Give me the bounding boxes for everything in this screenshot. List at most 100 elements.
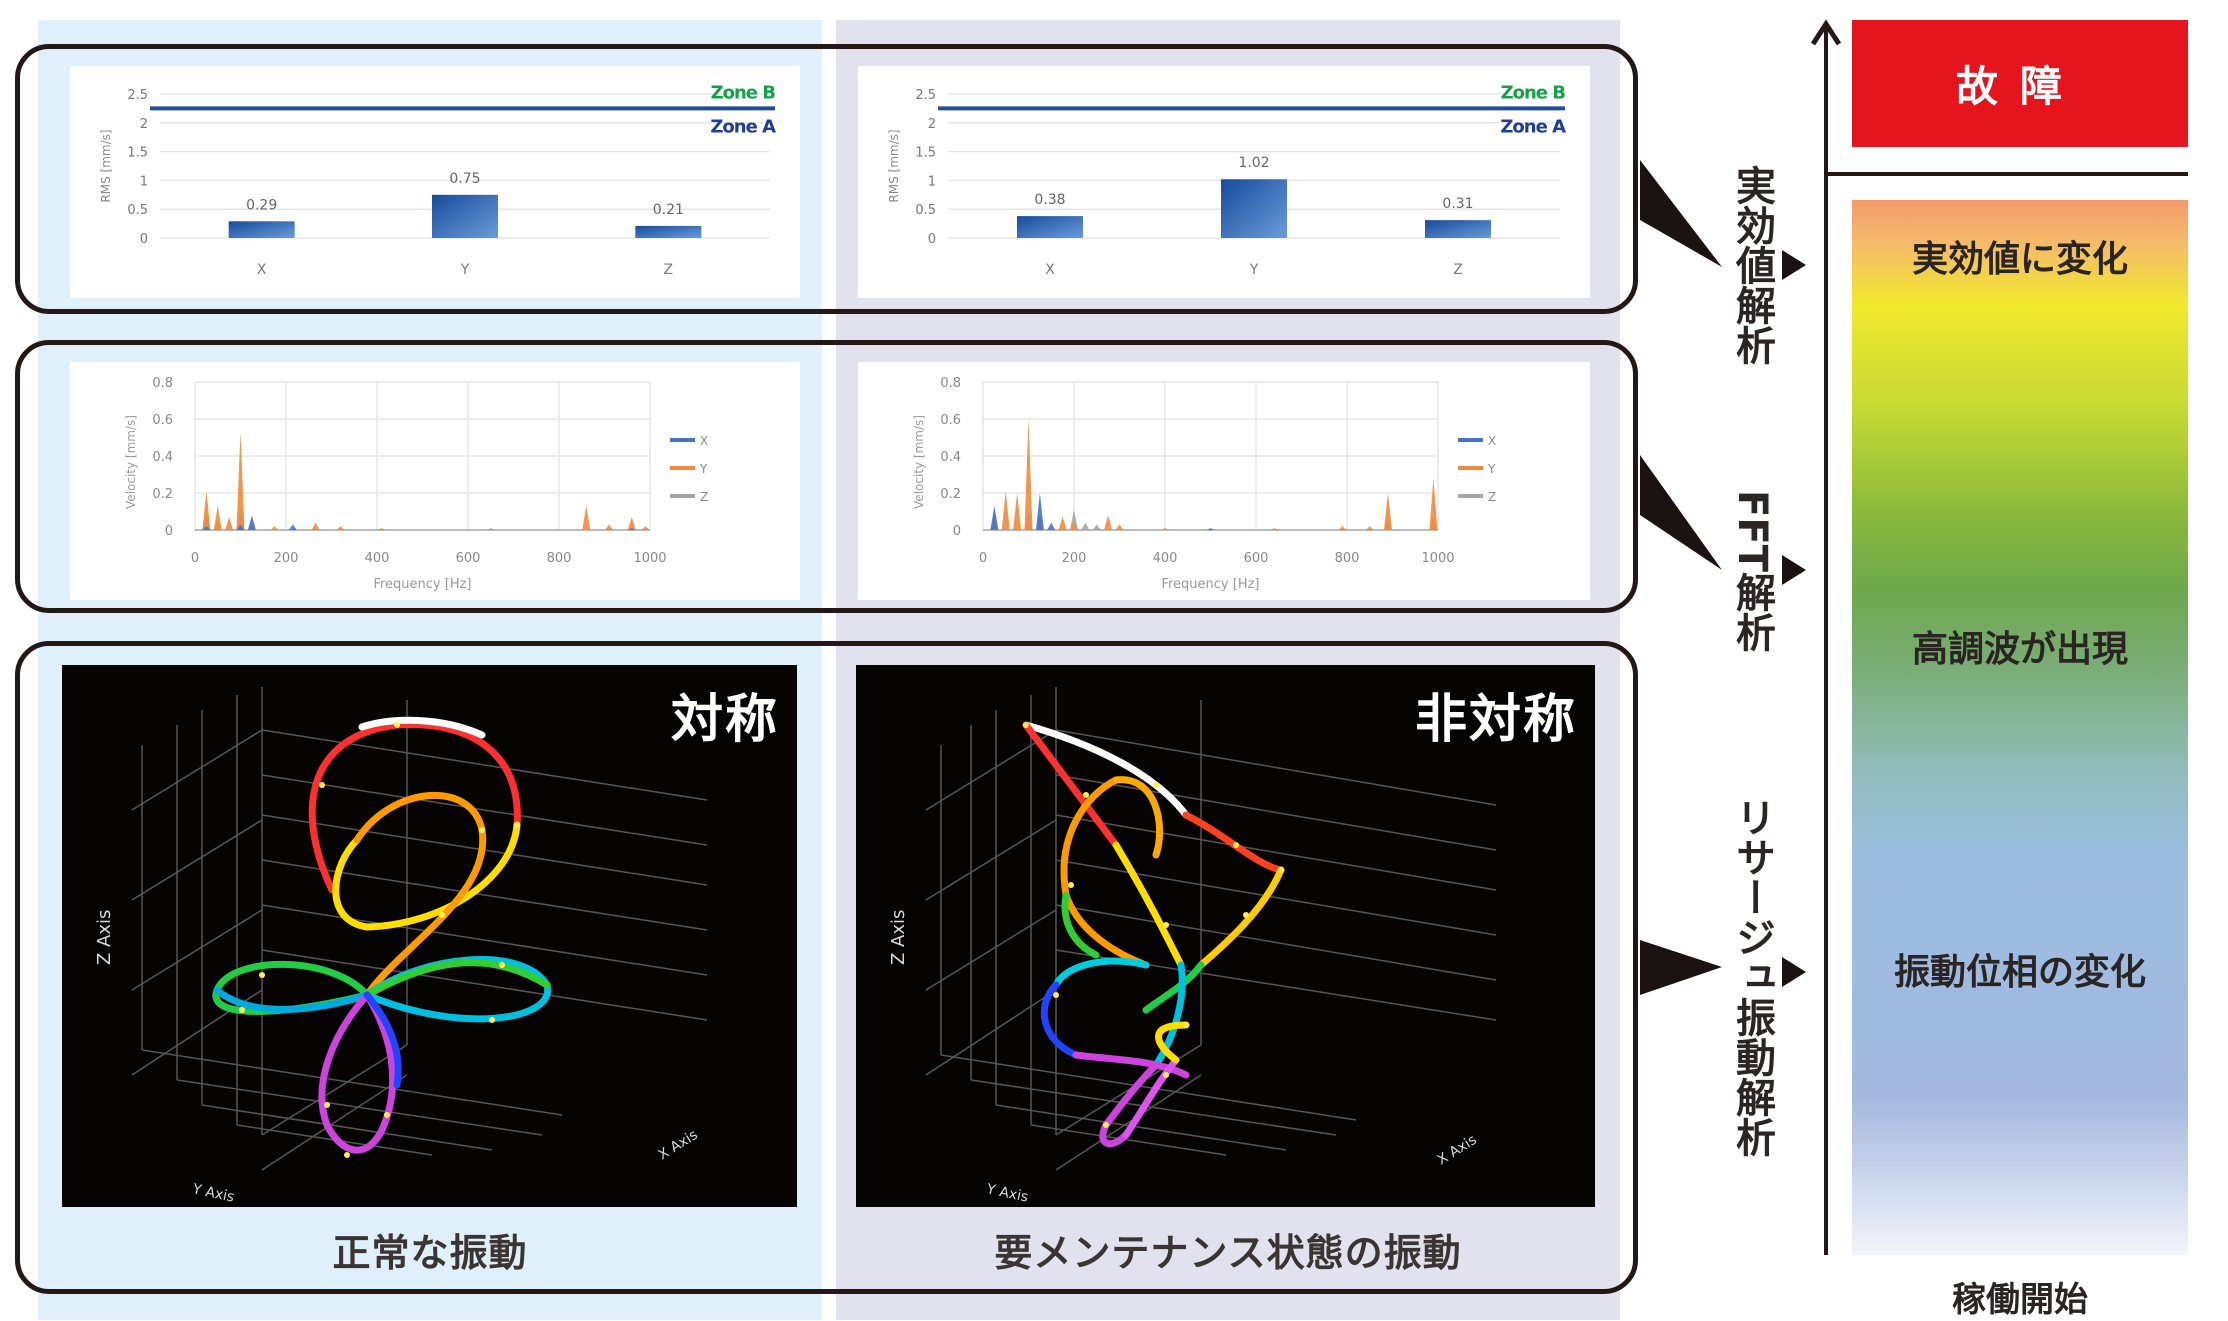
fft-spectrum-chart-normal: 0 0.2 0.4 0.6 0.8 0 200 400 600 800 1000 Frequency … [124, 376, 708, 592]
svg-text:X: X [1045, 262, 1055, 278]
svg-text:Y Axis: Y Axis [190, 1181, 235, 1206]
lissajous-analysis-frame [15, 641, 1638, 1294]
svg-text:X Axis: X Axis [656, 1127, 701, 1163]
svg-text:0.5: 0.5 [915, 203, 936, 218]
svg-text:0.4: 0.4 [152, 450, 173, 465]
svg-text:Z: Z [664, 262, 674, 278]
svg-text:Z: Z [700, 490, 708, 504]
svg-text:Z: Z [1453, 262, 1463, 278]
svg-text:Z Axis: Z Axis [94, 910, 115, 965]
symmetric-label: 対称 [670, 690, 779, 750]
svg-text:Y: Y [460, 262, 470, 278]
asymmetric-label: 非対称 [1414, 690, 1577, 750]
svg-text:Zone A: Zone A [1500, 116, 1566, 137]
svg-text:0.8: 0.8 [940, 376, 961, 391]
svg-text:Z: Z [1488, 490, 1496, 504]
svg-text:X: X [1488, 434, 1496, 448]
svg-text:Y: Y [1487, 462, 1496, 476]
svg-text:0.6: 0.6 [152, 413, 173, 428]
svg-text:Frequency [Hz]: Frequency [Hz] [1161, 577, 1259, 592]
failure-label: 故障 [1955, 62, 2084, 111]
svg-text:Velocity [mm/s]: Velocity [mm/s] [124, 415, 138, 509]
svg-text:Velocity [mm/s]: Velocity [mm/s] [912, 415, 926, 509]
svg-text:0.75: 0.75 [449, 171, 480, 187]
normal-vibration-caption: 正常な振動 [332, 1231, 528, 1275]
svg-text:800: 800 [547, 551, 572, 566]
arrow-right-icon [1782, 957, 1806, 987]
stage-harmonics-appear: 高調波が出現 [1911, 629, 2128, 670]
svg-text:0: 0 [979, 551, 987, 566]
svg-text:Z Axis: Z Axis [888, 910, 909, 965]
svg-text:0: 0 [165, 524, 173, 539]
svg-text:RMS [mm/s]: RMS [mm/s] [99, 129, 113, 202]
svg-text:2: 2 [140, 117, 148, 132]
callout-pointer-fft [1640, 455, 1722, 570]
svg-text:0: 0 [191, 551, 199, 566]
svg-text:2.5: 2.5 [915, 88, 936, 103]
rms-analysis-frame [15, 44, 1638, 314]
svg-text:1000: 1000 [633, 551, 666, 566]
svg-text:0.2: 0.2 [940, 487, 961, 502]
svg-text:RMS [mm/s]: RMS [mm/s] [887, 129, 901, 202]
callout-pointers [1640, 160, 1722, 995]
svg-text:X Axis: X Axis [1435, 1132, 1480, 1168]
method-label-lissajous: リサージュ振動解析 [1729, 797, 1775, 1157]
svg-text:Zone B: Zone B [711, 82, 776, 103]
svg-text:600: 600 [456, 551, 481, 566]
arrow-up-icon [1810, 19, 1842, 46]
svg-text:0.8: 0.8 [152, 376, 173, 391]
callout-pointer-lissajous [1640, 940, 1722, 995]
svg-text:1: 1 [140, 174, 148, 189]
svg-text:Y: Y [699, 462, 708, 476]
rms-bar-chart-maintenance: 0 0.5 1 1.5 2 2.5 RMS [mm/s] Zone B Zone A 0.38 X 1… [887, 82, 1567, 278]
arrow-right-icon [1782, 555, 1806, 585]
operation-start-label: 稼働開始 [1952, 1280, 2088, 1320]
svg-text:Y Axis: Y Axis [984, 1181, 1029, 1206]
svg-text:Zone B: Zone B [1501, 82, 1566, 103]
fft-spectrum-chart-maintenance: 0 0.2 0.4 0.6 0.8 0 200 400 600 800 1000 Frequency … [912, 376, 1496, 592]
lissajous-plot-maintenance: Z Axis Y Axis X Axis 非対称 [856, 665, 1595, 1207]
svg-text:0.38: 0.38 [1034, 192, 1065, 208]
svg-text:200: 200 [274, 551, 299, 566]
maintenance-vibration-caption: 要メンテナンス状態の振動 [994, 1231, 1462, 1275]
lissajous-3d-plot-asymmetric: Z Axis Y Axis X Axis [888, 687, 1497, 1206]
failure-divider [1826, 172, 2188, 176]
time-axis [1810, 19, 1842, 1255]
svg-text:1.5: 1.5 [915, 146, 936, 161]
stage-rms-change: 実効値に変化 [1911, 239, 2128, 280]
svg-text:800: 800 [1335, 551, 1360, 566]
svg-text:1: 1 [928, 174, 936, 189]
svg-text:0: 0 [928, 232, 936, 247]
svg-text:2: 2 [928, 117, 936, 132]
fft-chart-maintenance: 0 0.2 0.4 0.6 0.8 0 200 400 600 800 1000 Frequency … [858, 362, 1590, 600]
svg-text:0.31: 0.31 [1442, 196, 1473, 212]
callout-pointer-rms [1640, 160, 1722, 267]
lissajous-3d-plot-symmetric: Z Axis Y Axis X Axis [94, 687, 708, 1206]
svg-text:1000: 1000 [1421, 551, 1454, 566]
svg-text:Y: Y [1249, 262, 1259, 278]
svg-text:Zone A: Zone A [710, 116, 776, 137]
svg-text:X: X [257, 262, 267, 278]
arrow-right-icon [1782, 250, 1806, 280]
rms-chart-maintenance: 0 0.5 1 1.5 2 2.5 RMS [mm/s] Zone B Zone A 0.38 X 1… [858, 66, 1590, 298]
rms-chart-normal: 0 0.5 1 1.5 2 2.5 RMS [mm/s] Zone B Zone A 0.29 X 0… [70, 66, 800, 298]
svg-text:400: 400 [1153, 551, 1178, 566]
svg-text:1.02: 1.02 [1238, 155, 1269, 171]
lissajous-plot-normal: Z Axis Y Axis X Axis 対称 [62, 665, 797, 1207]
svg-text:0: 0 [140, 232, 148, 247]
degradation-gradient-bar: 実効値に変化 高調波が出現 振動位相の変化 [1852, 200, 2188, 1255]
svg-text:400: 400 [365, 551, 390, 566]
svg-text:1.5: 1.5 [127, 146, 148, 161]
fft-analysis-frame [15, 340, 1638, 613]
rms-bar-chart-normal: 0 0.5 1 1.5 2 2.5 RMS [mm/s] Zone B Zone A 0.29 X 0… [99, 82, 777, 278]
svg-text:X: X [700, 434, 708, 448]
method-label-rms: 実効値解析 [1729, 165, 1775, 365]
svg-text:2.5: 2.5 [127, 88, 148, 103]
failure-box: 故障 [1852, 20, 2188, 147]
stage-phase-change: 振動位相の変化 [1893, 952, 2146, 993]
svg-text:Frequency [Hz]: Frequency [Hz] [373, 577, 471, 592]
svg-text:600: 600 [1244, 551, 1269, 566]
svg-text:0.4: 0.4 [940, 450, 961, 465]
svg-text:0.29: 0.29 [246, 197, 277, 213]
svg-text:200: 200 [1062, 551, 1087, 566]
